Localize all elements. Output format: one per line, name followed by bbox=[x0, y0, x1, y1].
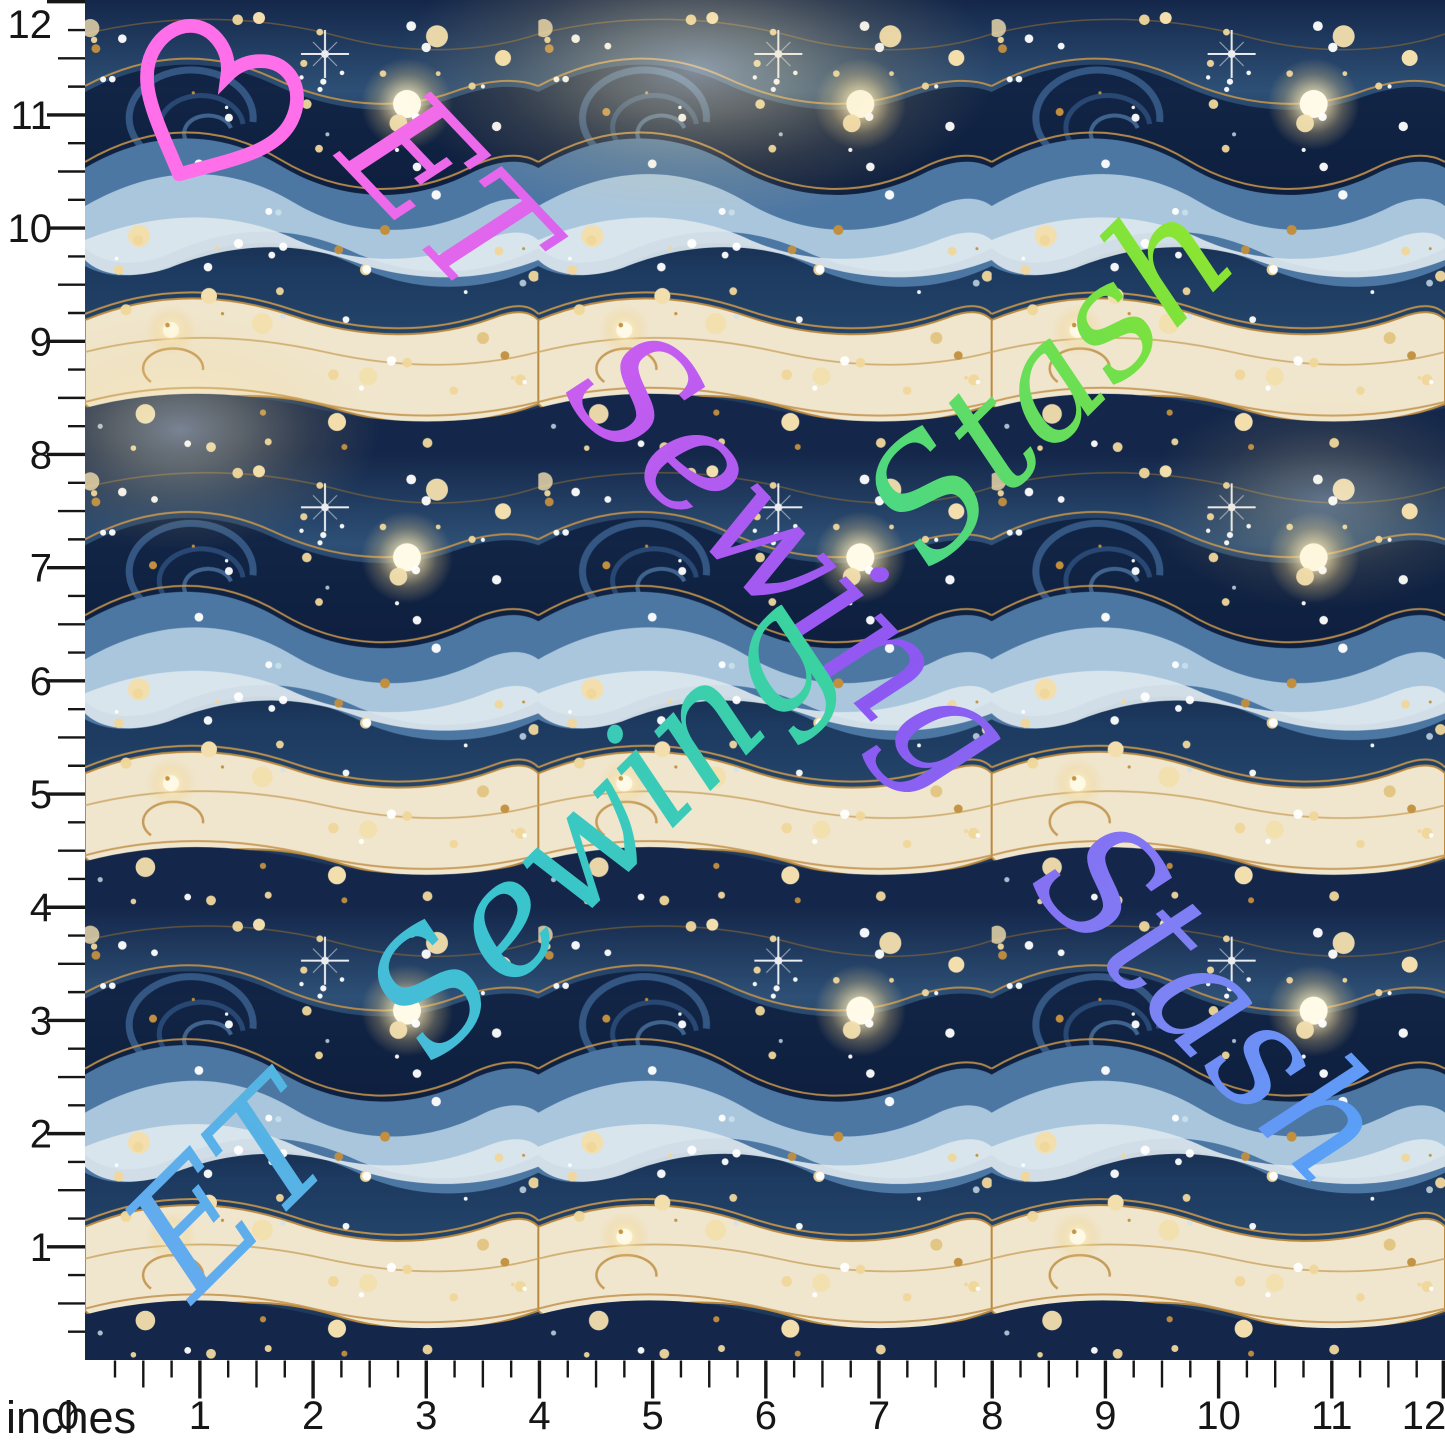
ruler-number-left: 12 bbox=[8, 3, 53, 47]
ruler-number-left: 9 bbox=[30, 320, 52, 364]
ruler-number-left: 3 bbox=[30, 999, 52, 1043]
ruler-number-bottom: 12 bbox=[1402, 1394, 1445, 1438]
ruler-number-left: 8 bbox=[30, 433, 52, 477]
ruler-number-bottom: 1 bbox=[189, 1394, 211, 1438]
ruler-number-bottom: 8 bbox=[981, 1394, 1003, 1438]
ruler-number-left: 11 bbox=[10, 94, 52, 138]
fabric-pattern bbox=[85, 0, 1445, 1360]
glow-cloud bbox=[395, 0, 995, 220]
ruler-number-left: 6 bbox=[30, 660, 52, 704]
ruler-number-bottom: 6 bbox=[755, 1394, 777, 1438]
glow-cloud bbox=[85, 310, 380, 550]
inches-label: inches bbox=[6, 1392, 136, 1443]
ruler-number-left: 7 bbox=[30, 547, 52, 591]
ruler-number-bottom: 11 bbox=[1311, 1394, 1353, 1438]
ruler-number-bottom: 7 bbox=[868, 1394, 890, 1438]
heart-icon bbox=[140, 19, 304, 182]
ruler-number-bottom: 2 bbox=[302, 1394, 324, 1438]
ruler-number-bottom: 3 bbox=[415, 1394, 437, 1438]
ruler-number-bottom: 5 bbox=[642, 1394, 664, 1438]
ruler-number-bottom: 10 bbox=[1196, 1394, 1241, 1438]
fabric-swatch: ET Sewing Stash ET Sewing Stash bbox=[85, 0, 1445, 1360]
glow-cloud bbox=[1145, 390, 1445, 610]
ruler-number-left: 4 bbox=[30, 886, 52, 930]
ruler-number-bottom: 9 bbox=[1094, 1394, 1116, 1438]
ruler-number-bottom: 4 bbox=[528, 1394, 550, 1438]
ruler-number-left: 2 bbox=[30, 1113, 52, 1157]
ruler-number-left: 10 bbox=[8, 207, 53, 251]
ruler-number-left: 5 bbox=[30, 773, 52, 817]
ruler-number-left: 1 bbox=[30, 1226, 52, 1270]
ruler-number-bottom: 0 bbox=[57, 1394, 79, 1438]
